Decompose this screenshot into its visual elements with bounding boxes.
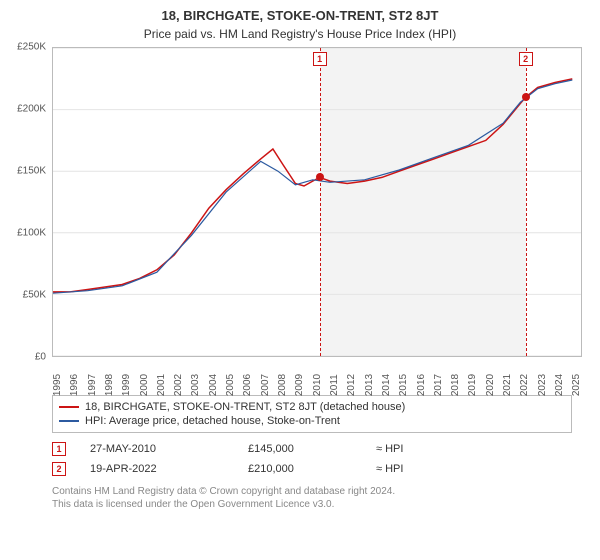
legend-swatch <box>59 420 79 422</box>
x-tick-label: 2019 <box>467 374 478 396</box>
plot-area: 12 <box>52 47 582 357</box>
x-tick-label: 2011 <box>329 374 340 396</box>
chart: £0£50K£100K£150K£200K£250K 12 1995199619… <box>10 47 590 387</box>
transaction-price: £210,000 <box>248 463 368 475</box>
transaction-date: 27-MAY-2010 <box>90 443 240 455</box>
x-tick-label: 2012 <box>346 374 357 396</box>
x-tick-label: 2002 <box>173 374 184 396</box>
annotation-line <box>320 48 321 356</box>
x-tick-label: 2006 <box>242 374 253 396</box>
transaction-hpi-note: ≈ HPI <box>376 443 496 455</box>
legend: 18, BIRCHGATE, STOKE-ON-TRENT, ST2 8JT (… <box>52 395 572 433</box>
legend-row: HPI: Average price, detached house, Stok… <box>59 414 565 428</box>
series-hpi <box>53 80 572 293</box>
transaction-marker: 2 <box>52 462 66 476</box>
x-tick-label: 2005 <box>225 374 236 396</box>
annotation-dot <box>316 173 324 181</box>
x-tick-label: 2008 <box>277 374 288 396</box>
x-tick-label: 2021 <box>502 374 513 396</box>
annotation-marker: 2 <box>519 52 533 66</box>
x-tick-label: 2025 <box>571 374 582 396</box>
transaction-price: £145,000 <box>248 443 368 455</box>
x-tick-label: 2017 <box>433 374 444 396</box>
transaction-row: 1 27-MAY-2010 £145,000 ≈ HPI <box>52 439 572 459</box>
x-tick-label: 2024 <box>554 374 565 396</box>
legend-label: 18, BIRCHGATE, STOKE-ON-TRENT, ST2 8JT (… <box>85 401 405 413</box>
x-axis-labels: 1995199619971998199920002001200220032004… <box>52 359 582 387</box>
legend-label: HPI: Average price, detached house, Stok… <box>85 415 340 427</box>
x-tick-label: 1995 <box>52 374 63 396</box>
footer-line-1: Contains HM Land Registry data © Crown c… <box>52 485 590 498</box>
transaction-marker: 1 <box>52 442 66 456</box>
x-tick-label: 2010 <box>312 374 323 396</box>
x-tick-label: 2013 <box>364 374 375 396</box>
transaction-hpi-note: ≈ HPI <box>376 463 496 475</box>
transaction-date: 19-APR-2022 <box>90 463 240 475</box>
annotation-marker: 1 <box>313 52 327 66</box>
x-tick-label: 1996 <box>69 374 80 396</box>
transaction-row: 2 19-APR-2022 £210,000 ≈ HPI <box>52 459 572 479</box>
x-tick-label: 2020 <box>485 374 496 396</box>
x-tick-label: 2022 <box>519 374 530 396</box>
page-title: 18, BIRCHGATE, STOKE-ON-TRENT, ST2 8JT <box>10 8 590 23</box>
x-tick-label: 2009 <box>294 374 305 396</box>
footer-line-2: This data is licensed under the Open Gov… <box>52 498 590 511</box>
legend-swatch <box>59 406 79 408</box>
y-tick-label: £200K <box>17 104 46 115</box>
legend-row: 18, BIRCHGATE, STOKE-ON-TRENT, ST2 8JT (… <box>59 400 565 414</box>
footer: Contains HM Land Registry data © Crown c… <box>52 485 590 511</box>
page-subtitle: Price paid vs. HM Land Registry's House … <box>10 27 590 41</box>
x-tick-label: 2007 <box>260 374 271 396</box>
y-tick-label: £250K <box>17 42 46 53</box>
x-tick-label: 2004 <box>208 374 219 396</box>
series-svg <box>53 48 581 356</box>
y-tick-label: £150K <box>17 166 46 177</box>
series-property <box>53 79 572 292</box>
x-tick-label: 2023 <box>537 374 548 396</box>
x-tick-label: 2015 <box>398 374 409 396</box>
x-tick-label: 2014 <box>381 374 392 396</box>
x-tick-label: 1997 <box>87 374 98 396</box>
x-tick-label: 2001 <box>156 374 167 396</box>
transactions-table: 1 27-MAY-2010 £145,000 ≈ HPI 2 19-APR-2022 £21… <box>52 439 572 479</box>
x-tick-label: 2016 <box>416 374 427 396</box>
x-tick-label: 2003 <box>190 374 201 396</box>
x-tick-label: 2000 <box>139 374 150 396</box>
x-tick-label: 2018 <box>450 374 461 396</box>
y-tick-label: £50K <box>23 290 46 301</box>
x-tick-label: 1999 <box>121 374 132 396</box>
y-tick-label: £100K <box>17 228 46 239</box>
x-tick-label: 1998 <box>104 374 115 396</box>
y-axis-labels: £0£50K£100K£150K£200K£250K <box>10 47 50 357</box>
annotation-dot <box>522 93 530 101</box>
y-tick-label: £0 <box>35 352 46 363</box>
